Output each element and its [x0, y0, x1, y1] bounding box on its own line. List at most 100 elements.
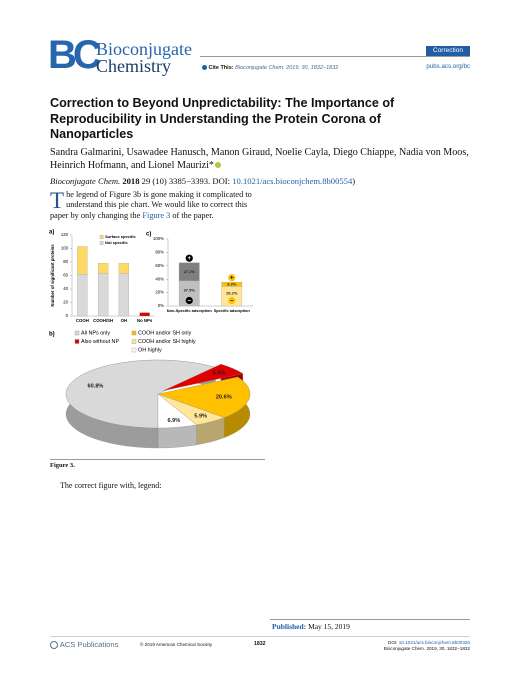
sign-label: + — [187, 256, 191, 262]
figure-rule — [50, 459, 265, 460]
sign-badge — [228, 274, 236, 282]
cite: Bioconjugate Chem. 2019, 30, 1832−1832 — [235, 65, 339, 71]
bar-segment — [139, 312, 150, 317]
x-tick-label: COOH — [76, 318, 89, 323]
journal-name: Bioconjugate — [96, 39, 192, 59]
page-number: 1832 — [254, 641, 266, 647]
panel-label: b) — [49, 332, 55, 338]
x-tick-label: No NPs — [137, 318, 153, 323]
reference-doi[interactable]: 10.1021/acs.bioconjchem.8b00554 — [232, 176, 353, 186]
sign-badge — [228, 296, 236, 305]
pie-side — [157, 424, 197, 449]
x-tick-label: Specific adsorption — [214, 308, 251, 313]
y-tick-label: 0% — [158, 303, 164, 308]
doi-link[interactable]: 10.1021/acs.bioconjchem.8b00320 — [398, 640, 470, 645]
bar-segment — [178, 262, 200, 282]
sign-badge — [185, 254, 193, 262]
author-list: Sandra Galmarini, Usawadee Hanusch, Mano… — [50, 147, 469, 171]
published-label: Published: — [272, 622, 307, 631]
bar-segment — [221, 282, 243, 287]
bar-segment — [118, 273, 130, 317]
figure-caption: Figure 3. — [50, 462, 75, 469]
copyright: © 2019 American Chemical Society — [140, 642, 213, 647]
legend-swatch — [74, 330, 80, 336]
footer-doi: DOI: 10.1021/acs.bioconjchem.8b00320 Bioc… — [384, 640, 470, 652]
bar-segment — [118, 263, 130, 274]
legend-label: COOH and/or SH only — [138, 330, 192, 336]
note: The correct figure with, legend: — [60, 481, 162, 490]
value-label: 29.2% — [226, 290, 238, 295]
y-tick-label: 80 — [63, 259, 68, 264]
cite-label: Cite This: — [208, 65, 234, 71]
panel-label: c) — [146, 232, 151, 238]
y-tick-label: 100 — [61, 246, 69, 251]
sign-label: − — [187, 298, 191, 304]
value-label: 5.9% — [213, 370, 226, 376]
article-type: Correction — [426, 46, 470, 56]
published: Published: May 15, 2019 — [272, 622, 350, 631]
sign-label: − — [230, 298, 234, 304]
legend-swatch — [99, 241, 104, 245]
header-rule — [200, 56, 470, 57]
cite-icon — [202, 65, 207, 71]
legend-label: Not specific — [105, 240, 128, 245]
publisher: ACS Publications — [50, 640, 118, 649]
legend-label: Surface specific — [105, 234, 136, 239]
value-label: 27.1% — [184, 269, 196, 274]
legend-swatch — [74, 339, 80, 344]
reference: Bioconjugate Chem. 2018 29 (10) 3385−339… — [50, 176, 355, 186]
value-label: 5.9% — [194, 414, 207, 420]
pie-slice — [65, 359, 216, 429]
y-tick-label: 20% — [155, 290, 164, 295]
sign-label: + — [230, 276, 234, 282]
legend-swatch — [131, 347, 137, 353]
legend-swatch — [99, 235, 104, 239]
pie-slice — [157, 393, 197, 429]
body-text: The legend of Figure 3b is gone making i… — [50, 188, 252, 220]
legend-label: OH highly — [138, 347, 162, 353]
y-tick-label: 40 — [63, 286, 68, 291]
legend-swatch — [131, 339, 137, 344]
bar-segment — [97, 273, 109, 317]
figure-link[interactable]: Figure 3 — [142, 210, 171, 220]
bar-segment — [77, 274, 88, 317]
reference-year: 2018 — [122, 176, 140, 186]
footer-citation: Bioconjugate Chem. 2019, 30, 1832−1832 — [383, 646, 470, 651]
reference-closing: ) — [352, 176, 356, 186]
published-date: May 15, 2019 — [308, 622, 350, 631]
y-tick-label: 60 — [63, 273, 68, 278]
journal-url[interactable]: pubs.acs.org/bc — [426, 63, 470, 70]
footer-rule — [50, 636, 470, 637]
y-tick-label: 60% — [155, 263, 164, 268]
y-tick-label: 20 — [63, 300, 68, 305]
logo-mark: BC — [48, 33, 102, 77]
bar-segment — [97, 263, 109, 274]
figure: a) 0 20 40 60 80 100 120 Number of significant p… — [49, 230, 253, 449]
legend-label: COOH and/or SH highly — [138, 339, 196, 345]
x-tick-label: OH — [121, 318, 127, 323]
pie-slice — [157, 376, 251, 418]
doi-label: DOI: — [388, 640, 398, 645]
bar-segment — [77, 246, 88, 275]
legend-swatch — [131, 330, 137, 336]
body-paragraph: The legend of Figure 3b is gone making i… — [50, 188, 265, 221]
journal-name: Chemistry — [96, 56, 171, 76]
pie-slice — [163, 364, 244, 391]
value-label: 60.8% — [88, 383, 104, 389]
publisher-icon — [50, 641, 58, 649]
cite-line: Cite This: Bioconjugate Chem. 2019, 30, … — [202, 64, 338, 72]
y-tick-label: 80% — [155, 250, 164, 255]
article-title: Correction to Beyond Unpredictability: T… — [50, 96, 395, 141]
y-axis-label: Number of significant proteins — [50, 244, 55, 307]
value-label: 6.3% — [227, 281, 237, 286]
legend-label: All NPs only — [81, 330, 110, 336]
value-label: 37.5% — [184, 288, 196, 293]
orcid-icon — [214, 161, 221, 168]
authors: Sandra Galmarini, Usawadee Hanusch, Mano… — [50, 147, 478, 172]
published-rule — [270, 619, 470, 620]
panel-label: a) — [49, 230, 54, 236]
sign-badge — [185, 296, 193, 305]
x-tick-label: Non-Specific adsorption — [167, 308, 213, 313]
value-label: 20.6% — [216, 394, 232, 400]
